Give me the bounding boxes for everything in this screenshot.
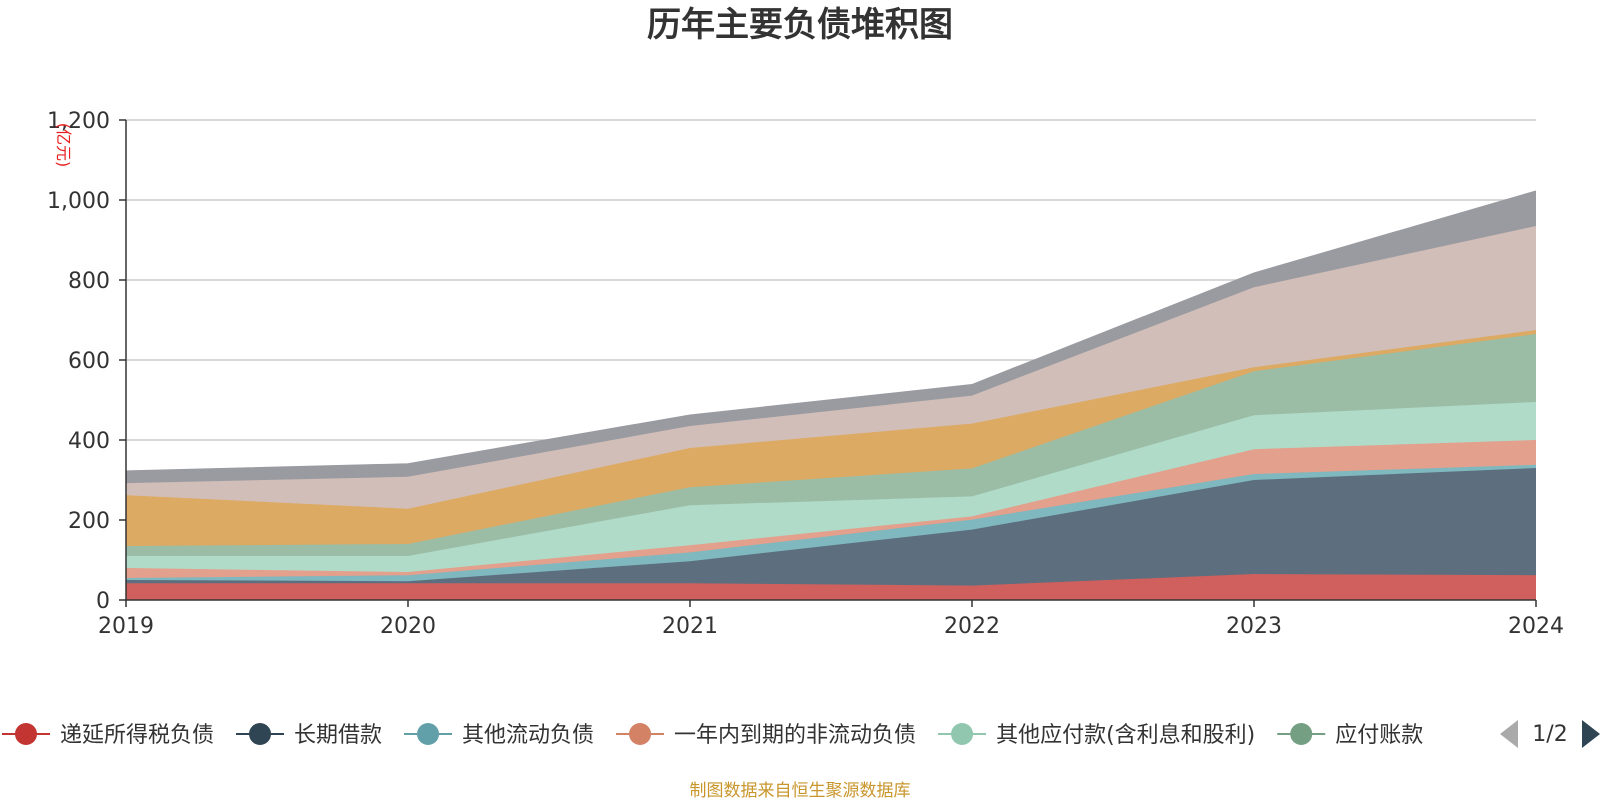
x-axis-ticks: 2019 2020 2021 2022 2023 2024 bbox=[98, 600, 1564, 639]
area-series-1 bbox=[126, 574, 1536, 600]
legend: 递延所得税负债 长期借款 其他流动负债 一年内到期的非流动负债 其他应付款(含利息和股利… bbox=[2, 723, 1423, 748]
legend-label-5: 其他应付款(含利息和股利) bbox=[996, 723, 1255, 748]
x-tick-label-2020: 2020 bbox=[380, 614, 436, 639]
legend-marker-3 bbox=[417, 723, 440, 745]
area-series-4 bbox=[126, 440, 1536, 578]
legend-label-2: 长期借款 bbox=[294, 723, 382, 748]
legend-item-1: 递延所得税负债 bbox=[2, 723, 214, 748]
legend-page-indicator: 1/2 bbox=[1532, 722, 1567, 747]
chart-title: 历年主要负债堆积图 bbox=[647, 5, 953, 45]
legend-item-6: 应付账款 bbox=[1277, 723, 1423, 748]
y-axis-unit-label: (亿元) bbox=[54, 123, 73, 168]
x-tick-label-2023: 2023 bbox=[1226, 614, 1282, 639]
y-tick-label-1200: 1,200 bbox=[47, 109, 110, 134]
y-axis-ticks: 0 200 400 600 800 1,000 1,200 bbox=[47, 109, 126, 614]
legend-item-3: 其他流动负债 bbox=[404, 723, 594, 748]
data-source-note: 制图数据来自恒生聚源数据库 bbox=[690, 781, 911, 800]
x-tick-label-2021: 2021 bbox=[662, 614, 718, 639]
y-tick-label-800: 800 bbox=[68, 269, 110, 294]
legend-pager: 1/2 bbox=[1500, 720, 1600, 748]
legend-item-2: 长期借款 bbox=[236, 723, 382, 748]
area-series bbox=[125, 190, 1537, 600]
area-series-6 bbox=[126, 334, 1536, 556]
legend-marker-1 bbox=[15, 723, 37, 745]
area-series-line-9 bbox=[125, 190, 1537, 472]
x-tick-label-2019: 2019 bbox=[98, 614, 154, 639]
y-tick-label-600: 600 bbox=[68, 349, 110, 374]
legend-item-4: 一年内到期的非流动负债 bbox=[616, 723, 916, 748]
legend-marker-6 bbox=[1290, 723, 1313, 745]
y-tick-label-400: 400 bbox=[68, 429, 110, 454]
area-series-5 bbox=[126, 402, 1536, 572]
legend-prev-icon[interactable] bbox=[1500, 720, 1518, 748]
legend-label-4: 一年内到期的非流动负债 bbox=[674, 723, 916, 748]
y-tick-label-0: 0 bbox=[96, 589, 110, 614]
y-tick-label-1000: 1,000 bbox=[47, 189, 110, 214]
area-series-2 bbox=[126, 468, 1536, 586]
legend-next-icon[interactable] bbox=[1582, 720, 1600, 748]
legend-label-3: 其他流动负债 bbox=[462, 723, 594, 748]
x-tick-label-2024: 2024 bbox=[1508, 614, 1564, 639]
y-tick-label-200: 200 bbox=[68, 509, 110, 534]
legend-marker-5 bbox=[951, 723, 974, 745]
legend-label-1: 递延所得税负债 bbox=[60, 723, 214, 748]
legend-label-6: 应付账款 bbox=[1335, 723, 1423, 748]
area-series-7 bbox=[126, 330, 1536, 546]
legend-item-5: 其他应付款(含利息和股利) bbox=[938, 723, 1255, 748]
legend-marker-2 bbox=[249, 723, 272, 745]
x-tick-label-2022: 2022 bbox=[944, 614, 1000, 639]
legend-marker-4 bbox=[629, 723, 652, 745]
